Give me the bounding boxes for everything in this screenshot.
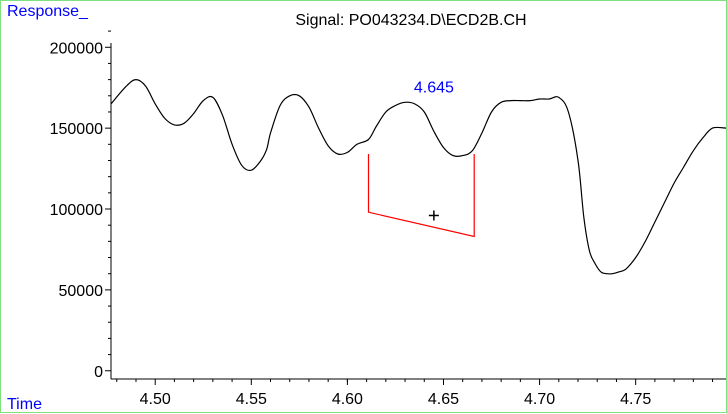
x-tick-label: 4.70 — [524, 391, 555, 408]
y-tick-label: 200000 — [50, 40, 103, 57]
signal-trace — [110, 78, 727, 275]
peak-marker — [428, 210, 439, 221]
y-tick-label: 150000 — [50, 121, 103, 138]
axes: 0 50000 100000 150000 200000 4.50 4.55 4.60 4.65… — [50, 30, 726, 408]
chart-title: Signal: PO043234.D\ECD2B.CH — [295, 12, 526, 29]
x-tick-label: 4.60 — [332, 391, 363, 408]
plot-area: 4.645 — [110, 78, 727, 275]
x-tick-label: 4.75 — [620, 391, 651, 408]
x-axis-title: Time — [7, 396, 42, 413]
y-tick-label: 100000 — [50, 202, 103, 219]
peak-baseline — [367, 154, 475, 238]
y-tick-label: 0 — [94, 364, 103, 381]
peak-label: 4.645 — [414, 80, 454, 97]
y-axis-title: Response_ — [7, 3, 89, 20]
x-tick-label: 4.55 — [236, 391, 267, 408]
y-tick-label: 50000 — [59, 283, 104, 300]
x-tick-label: 4.50 — [140, 391, 171, 408]
x-tick-label: 4.65 — [428, 391, 459, 408]
